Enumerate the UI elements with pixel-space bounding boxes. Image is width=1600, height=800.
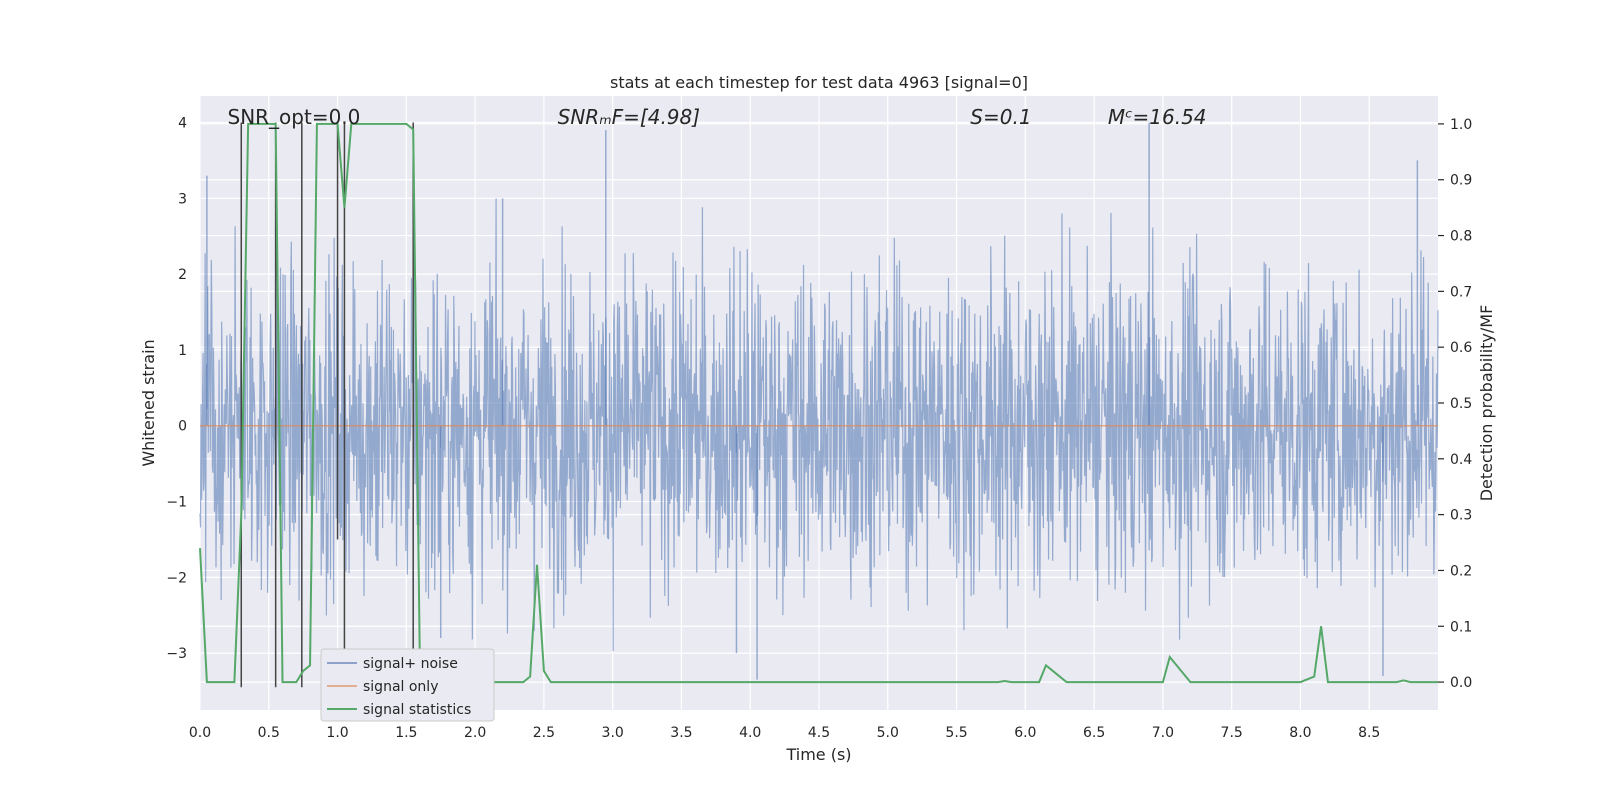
y-tick-label: 3 [178,191,187,207]
x-tick-label: 6.0 [1014,725,1036,741]
x-tick-label: 4.5 [808,725,830,741]
y-axis-ticks: −3 −2 −1 0 1 2 3 4 [166,116,187,663]
y2-tick-label: 0.4 [1450,452,1472,468]
legend-label-statistics: signal statistics [363,702,471,718]
annotation-text: Mᶜ=16.54 [1108,105,1207,129]
legend-box [320,648,495,722]
x-tick-label: 8.5 [1358,725,1380,741]
y-tick-label: 0 [178,419,187,435]
y-tick-label: 4 [178,116,187,132]
x-tick-label: 0.0 [189,725,211,741]
y2-tick-label: 0.8 [1450,229,1472,245]
chart-title: stats at each timestep for test data 496… [610,73,1028,92]
y2-axis-ticks: 0.0 0.1 0.2 0.3 0.4 0.5 0.6 0.7 0.8 0.9 1.0 [1438,117,1472,691]
y-tick-label: 2 [178,267,187,283]
legend-label-signal-only: signal only [363,679,438,695]
x-tick-label: 3.0 [602,725,624,741]
y-tick-label: −2 [166,570,187,586]
y-tick-label: −3 [166,646,187,662]
signal-statistics-series [199,122,1438,684]
x-tick-label: 6.5 [1083,725,1105,741]
y-tick-label: −1 [166,495,187,511]
y2-tick-label: 0.1 [1450,619,1472,635]
x-tick-label: 5.0 [877,725,899,741]
x-tick-label: 1.0 [326,725,348,741]
y-tick-label: 1 [178,343,187,359]
vertical-lines [240,122,414,688]
legend: signal+ noise signal only signal statist… [320,648,495,722]
x-tick-label: 2.5 [533,725,555,741]
y2-tick-label: 1.0 [1450,117,1472,133]
noise-series [199,122,1439,680]
y2-tick-label: 0.2 [1450,563,1472,579]
x-axis-title: Time (s) [785,745,851,764]
y2-tick-label: 0.0 [1450,675,1472,691]
x-tick-label: 7.5 [1221,725,1243,741]
noise-trace [199,198,1439,652]
y-axis-title: Whitened strain [139,339,158,466]
x-tick-label: 8.0 [1289,725,1311,741]
y2-tick-label: 0.3 [1450,508,1472,524]
statistics-line [199,122,1438,684]
y2-tick-label: 0.9 [1450,173,1472,189]
x-tick-label: 5.5 [945,725,967,741]
annotation-text: SNRₘF=[4.98] [558,105,700,129]
annotation-text: SNR_opt=0.0 [228,105,361,129]
annotations: SNR_opt=0.0 SNRₘF=[4.98] S=0.1 Mᶜ=16.54 [228,105,1207,129]
x-tick-label: 7.0 [1152,725,1174,741]
x-tick-label: 1.5 [395,725,417,741]
annotation-text: S=0.1 [970,105,1031,129]
y2-tick-label: 0.7 [1450,284,1472,300]
y2-axis-title: Detection probability/MF [1477,305,1496,502]
x-tick-label: 0.5 [258,725,280,741]
x-tick-label: 3.5 [670,725,692,741]
y2-tick-label: 0.5 [1450,396,1472,412]
legend-label-noise: signal+ noise [363,656,458,672]
x-tick-label: 2.0 [464,725,486,741]
x-axis-ticks: 0.0 0.5 1.0 1.5 2.0 2.5 3.0 3.5 4.0 4.5 5.0 5.5 6.0 6… [189,725,1380,741]
y2-tick-label: 0.6 [1450,340,1472,356]
x-tick-label: 4.0 [739,725,761,741]
